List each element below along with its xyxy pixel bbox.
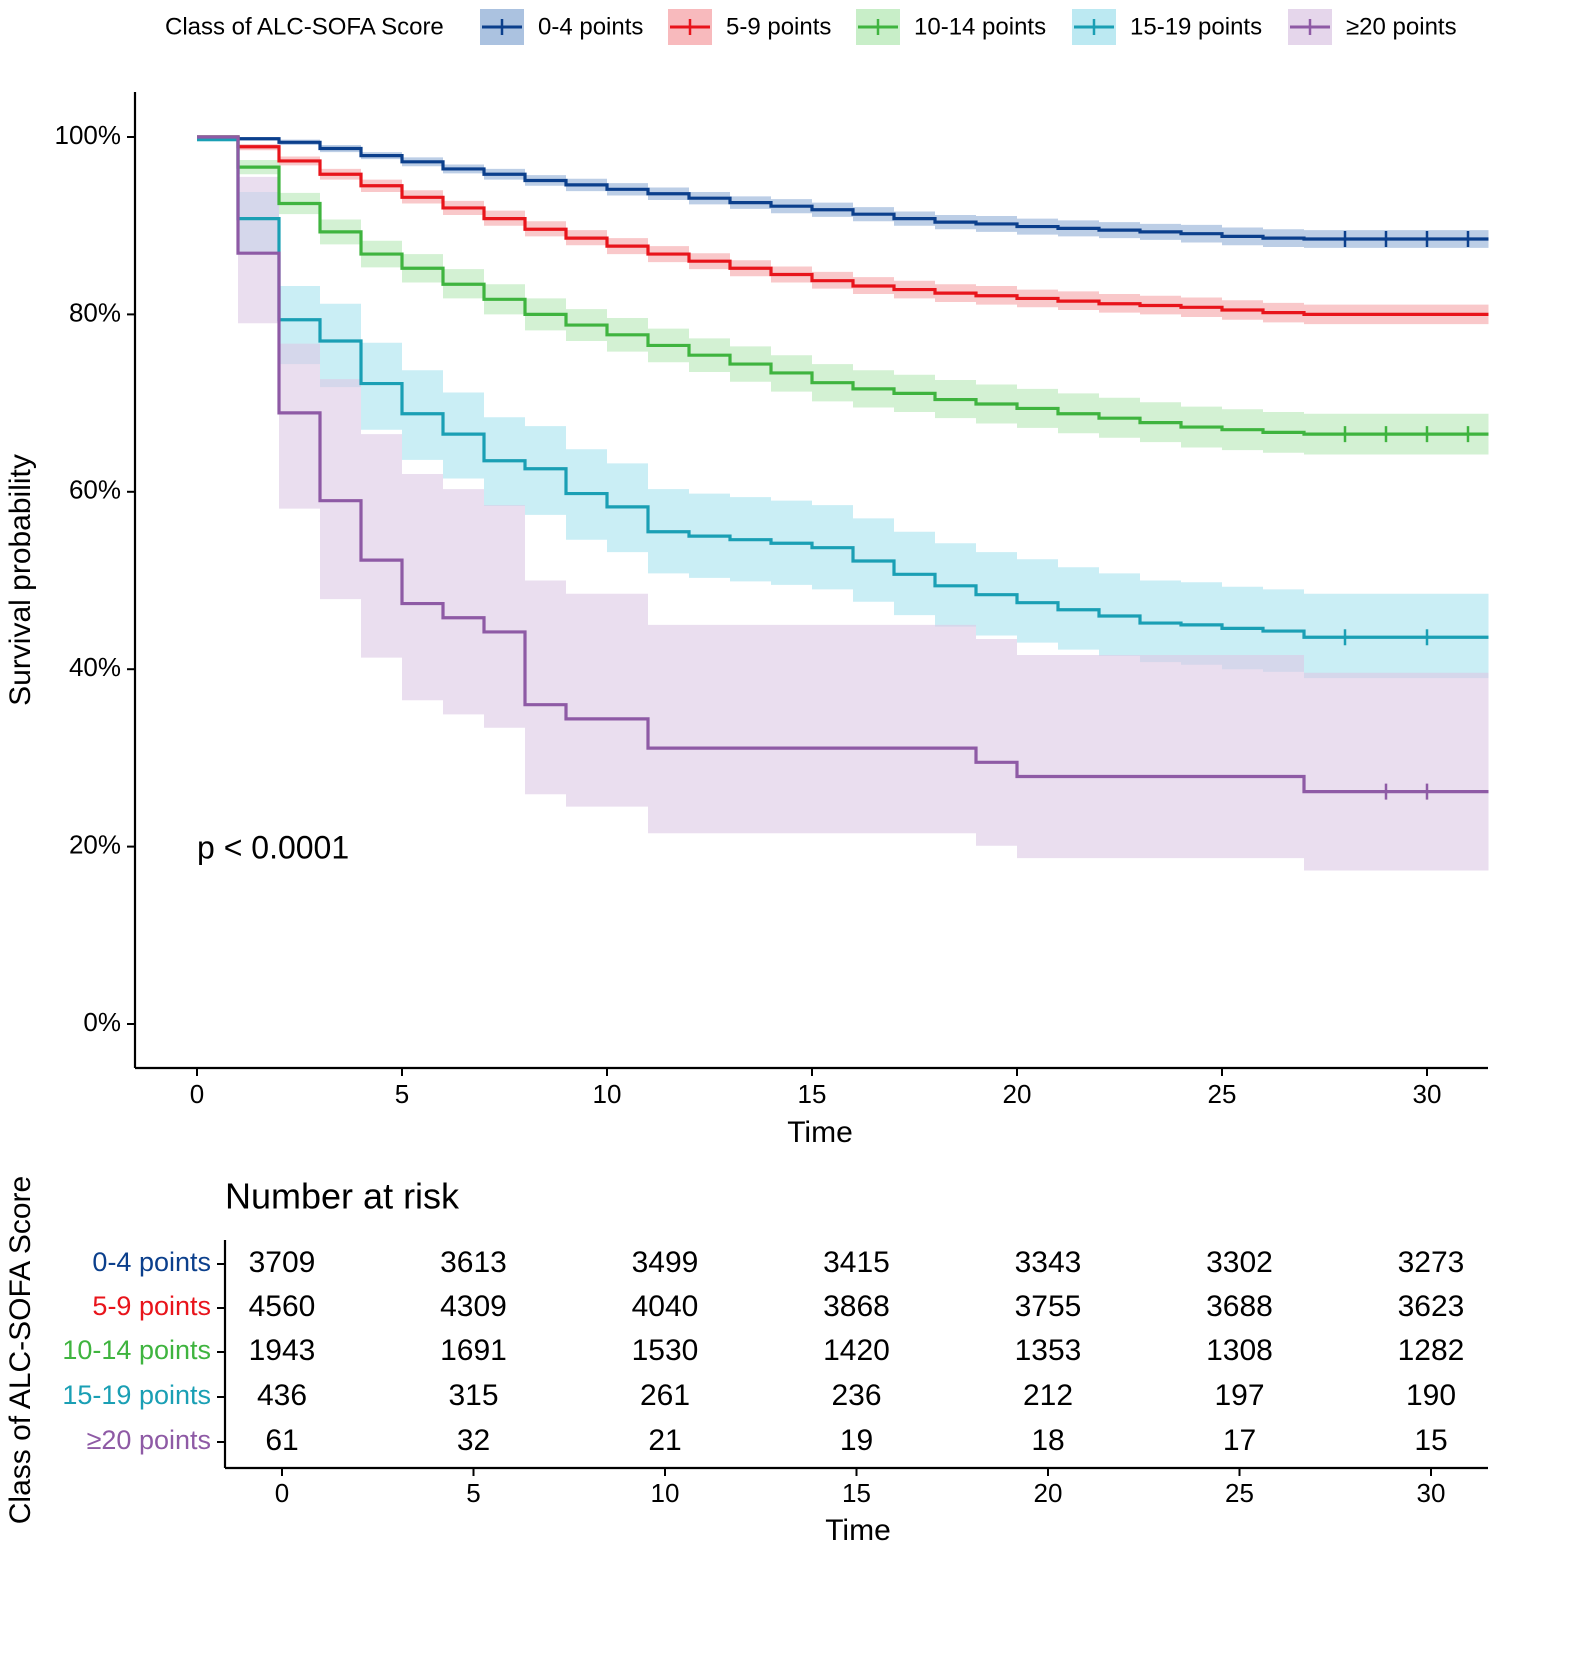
risk-cell: 15 [1414, 1424, 1447, 1457]
km-plot: 0% 20% 40% 60% 80% 100% 0 5 10 15 20 25 30 p < 0.000… [4, 92, 1489, 1149]
risk-row-label: ≥20 points [87, 1425, 211, 1455]
risk-cell: 3709 [249, 1246, 316, 1279]
survival-line-2 [197, 135, 1489, 316]
x-tick-label: 5 [395, 1079, 409, 1109]
legend: Class of ALC-SOFA Score 0-4 points 5-9 po… [165, 9, 1457, 45]
risk-x-tick-label: 25 [1225, 1478, 1254, 1508]
risk-table: Number at risk Class of ALC-SOFA Score T… [4, 1176, 1488, 1547]
risk-x-tick-label: 20 [1034, 1478, 1063, 1508]
risk-cell: 3868 [823, 1290, 890, 1323]
y-tick-label: 40% [69, 652, 121, 682]
y-axis-title: Survival probability [4, 454, 37, 706]
risk-cell: 261 [640, 1379, 690, 1412]
risk-cell: 18 [1031, 1424, 1064, 1457]
p-value: p < 0.0001 [197, 829, 349, 865]
risk-row-label: 10-14 points [62, 1335, 211, 1365]
risk-cell: 1691 [440, 1334, 507, 1367]
x-axis-title: Time [787, 1116, 853, 1149]
risk-table-cells: 3709 3613 3499 3415 3343 3302 3273 4560 4309 4040… [249, 1246, 1465, 1457]
risk-cell: 4309 [440, 1290, 507, 1323]
legend-entry-5: ≥20 points [1288, 9, 1457, 45]
risk-cell: 315 [448, 1379, 498, 1412]
legend-label: 10-14 points [914, 13, 1046, 40]
risk-cell: 3755 [1015, 1290, 1082, 1323]
risk-row-label: 15-19 points [62, 1380, 211, 1410]
legend-entry-3: 10-14 points [856, 9, 1046, 45]
risk-cell: 1308 [1206, 1334, 1273, 1367]
legend-entry-1: 0-4 points [480, 9, 643, 45]
risk-cell: 3343 [1015, 1246, 1082, 1279]
x-tick-label: 20 [1003, 1079, 1032, 1109]
survival-curves [197, 135, 1489, 794]
risk-cell: 1943 [249, 1334, 316, 1367]
risk-table-axes: 0 5 10 15 20 25 30 0-4 points 5-9 points 10-14 po… [62, 1240, 1488, 1508]
legend-label: ≥20 points [1346, 13, 1457, 40]
risk-table-y-title: Class of ALC-SOFA Score [4, 1176, 37, 1524]
censor-marks [1343, 231, 1470, 800]
x-tick-label: 30 [1413, 1079, 1442, 1109]
x-tick-label: 0 [190, 1079, 204, 1109]
risk-table-title: Number at risk [225, 1176, 460, 1217]
risk-cell: 436 [257, 1379, 307, 1412]
risk-cell: 61 [265, 1424, 298, 1457]
survival-line-3 [197, 135, 1489, 436]
y-tick-label: 80% [69, 297, 121, 327]
legend-label: 15-19 points [1130, 13, 1262, 40]
legend-label: 0-4 points [538, 13, 643, 40]
y-tick-label: 0% [83, 1007, 121, 1037]
risk-x-tick-label: 15 [842, 1478, 871, 1508]
risk-cell: 190 [1406, 1379, 1456, 1412]
risk-x-tick-label: 0 [275, 1478, 289, 1508]
risk-table-x-title: Time [825, 1514, 891, 1547]
risk-cell: 1353 [1015, 1334, 1082, 1367]
risk-cell: 3623 [1398, 1290, 1465, 1323]
risk-cell: 4560 [249, 1290, 316, 1323]
risk-cell: 1282 [1398, 1334, 1465, 1367]
risk-x-tick-label: 10 [651, 1478, 680, 1508]
risk-cell: 3302 [1206, 1246, 1273, 1279]
risk-cell: 3415 [823, 1246, 890, 1279]
risk-row-label: 0-4 points [92, 1247, 211, 1277]
risk-cell: 197 [1214, 1379, 1264, 1412]
survival-line-5 [197, 135, 1489, 794]
risk-cell: 17 [1223, 1424, 1256, 1457]
legend-title: Class of ALC-SOFA Score [165, 13, 444, 40]
risk-x-tick-label: 30 [1417, 1478, 1446, 1508]
risk-cell: 3499 [632, 1246, 699, 1279]
risk-cell: 4040 [632, 1290, 699, 1323]
risk-cell: 21 [648, 1424, 681, 1457]
legend-entry-4: 15-19 points [1072, 9, 1262, 45]
ci-band-3 [197, 137, 1489, 455]
legend-entry-2: 5-9 points [668, 9, 831, 45]
x-tick-label: 15 [798, 1079, 827, 1109]
risk-cell: 1420 [823, 1334, 890, 1367]
risk-cell: 3688 [1206, 1290, 1273, 1323]
risk-cell: 3273 [1398, 1246, 1465, 1279]
risk-cell: 236 [831, 1379, 881, 1412]
risk-cell: 19 [840, 1424, 873, 1457]
x-tick-label: 10 [593, 1079, 622, 1109]
risk-cell: 3613 [440, 1246, 507, 1279]
ci-band-4 [197, 137, 1489, 679]
ci-band-1 [197, 137, 1489, 248]
ci-band-5 [197, 137, 1489, 871]
risk-cell: 212 [1023, 1379, 1073, 1412]
legend-label: 5-9 points [726, 13, 831, 40]
risk-row-label: 5-9 points [92, 1291, 211, 1321]
risk-cell: 1530 [632, 1334, 699, 1367]
y-tick-label: 60% [69, 475, 121, 505]
risk-x-tick-label: 5 [466, 1478, 480, 1508]
survival-line-1 [197, 135, 1489, 241]
plot-axes: 0% 20% 40% 60% 80% 100% 0 5 10 15 20 25 30 [55, 92, 1488, 1109]
y-tick-label: 20% [69, 829, 121, 859]
survival-line-4 [197, 138, 1489, 639]
risk-cell: 32 [457, 1424, 490, 1457]
confidence-bands [197, 137, 1489, 871]
x-tick-label: 25 [1208, 1079, 1237, 1109]
y-tick-label: 100% [55, 120, 122, 150]
ci-band-2 [197, 137, 1489, 325]
